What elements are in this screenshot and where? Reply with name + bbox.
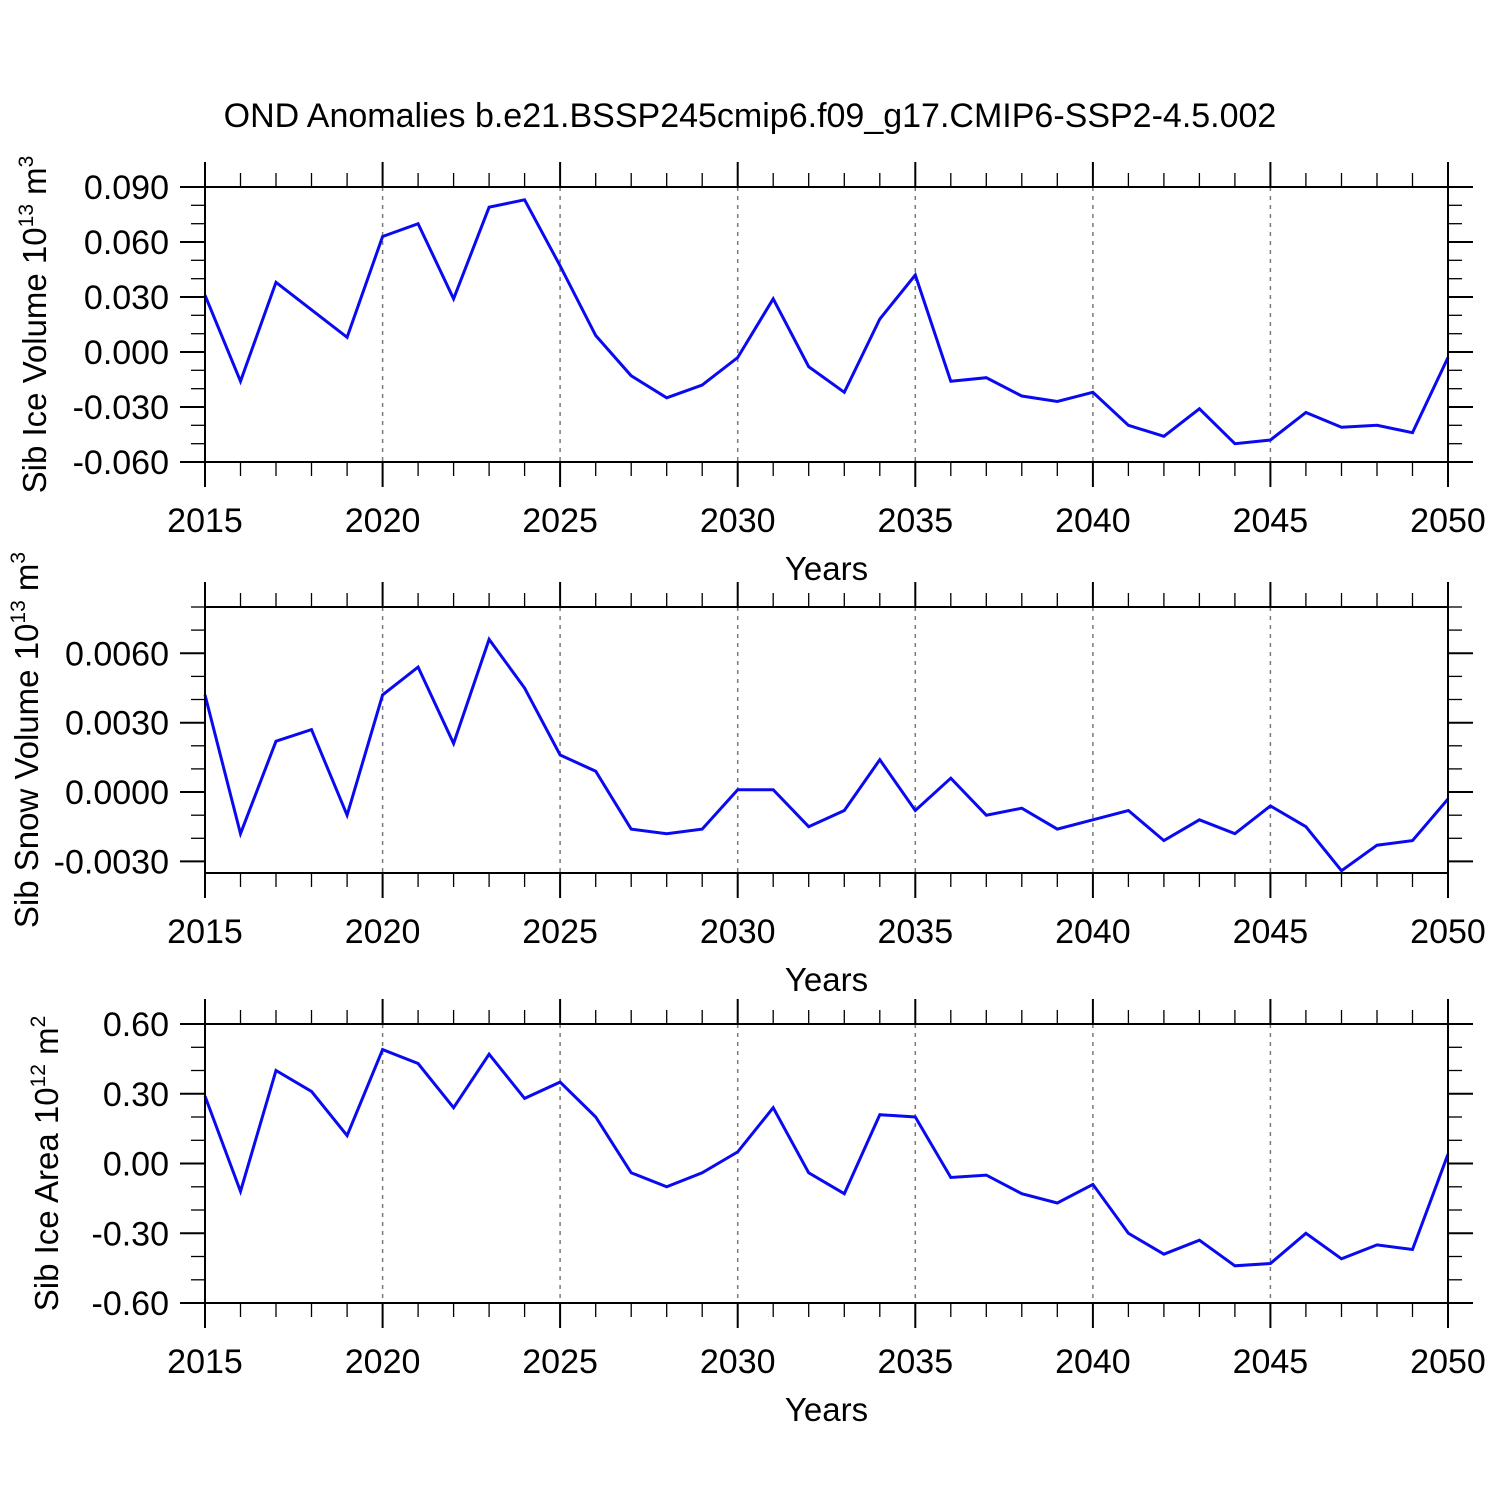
x-tick-label: 2015 bbox=[167, 502, 243, 540]
x-tick-label: 2040 bbox=[1055, 502, 1131, 540]
y-tick-label: -0.060 bbox=[73, 444, 169, 482]
x-tick-label: 2025 bbox=[522, 913, 598, 951]
x-tick-label: 2045 bbox=[1233, 1343, 1309, 1381]
x-axis-title: Years bbox=[785, 1391, 868, 1428]
panel-sib-ice-area: 0.60 0.30 0.00 -0.30 -0.60 2015 2020 2025 2030 20… bbox=[27, 999, 1486, 1428]
y-tick-label: 0.0030 bbox=[65, 705, 169, 743]
axis-labels: 0.090 0.060 0.030 0.000 -0.030 -0.060 2015 2020… bbox=[15, 156, 1486, 587]
tick-marks bbox=[180, 999, 1473, 1328]
plot-frame bbox=[204, 186, 1449, 463]
y-tick-label: 0.60 bbox=[103, 1006, 169, 1044]
x-tick-label: 2035 bbox=[877, 913, 953, 951]
data-line-sib-ice-volume bbox=[203, 198, 1450, 446]
x-tick-label: 2045 bbox=[1233, 502, 1309, 540]
x-tick-label: 2020 bbox=[345, 1343, 421, 1381]
tick-marks bbox=[180, 582, 1473, 898]
x-tick-label: 2015 bbox=[167, 1343, 243, 1381]
chart-title: OND Anomalies b.e21.BSSP245cmip6.f09_g17… bbox=[223, 97, 1277, 135]
x-tick-label: 2040 bbox=[1055, 913, 1131, 951]
y-tick-label: 0.00 bbox=[103, 1146, 169, 1184]
x-tick-label: 2015 bbox=[167, 913, 243, 951]
x-axis-title: Years bbox=[785, 961, 868, 998]
x-tick-label: 2040 bbox=[1055, 1343, 1131, 1381]
tick-marks bbox=[180, 162, 1473, 487]
y-tick-label: 0.030 bbox=[84, 279, 169, 317]
x-tick-label: 2020 bbox=[345, 913, 421, 951]
axis-labels: 0.0060 0.0030 0.0000 -0.0030 2015 2020 2025 203… bbox=[7, 552, 1486, 998]
y-axis-title: Sib Snow Volume 1013 m3 bbox=[7, 552, 45, 928]
x-tick-label: 2030 bbox=[700, 1343, 776, 1381]
data-line-sib-snow-volume bbox=[203, 636, 1450, 873]
y-tick-label: -0.030 bbox=[73, 389, 169, 427]
plot-frame bbox=[204, 1023, 1449, 1304]
x-tick-label: 2025 bbox=[522, 502, 598, 540]
x-tick-label: 2050 bbox=[1410, 913, 1486, 951]
x-tick-label: 2050 bbox=[1410, 502, 1486, 540]
x-tick-label: 2045 bbox=[1233, 913, 1309, 951]
x-tick-label: 2050 bbox=[1410, 1343, 1486, 1381]
y-axis-title: Sib Ice Volume 1013 m3 bbox=[15, 156, 53, 494]
x-tick-label: 2030 bbox=[700, 913, 776, 951]
y-tick-label: -0.60 bbox=[92, 1285, 170, 1323]
y-tick-label: 0.090 bbox=[84, 169, 169, 207]
y-axis-title: Sib Ice Area 1012 m2 bbox=[27, 1016, 65, 1312]
y-tick-label: -0.30 bbox=[92, 1215, 170, 1253]
panel-sib-snow-volume: 0.0060 0.0030 0.0000 -0.0030 2015 2020 2025 203… bbox=[7, 552, 1486, 998]
panel-sib-ice-volume: 0.090 0.060 0.030 0.000 -0.030 -0.060 2015 2020… bbox=[15, 156, 1486, 587]
x-tick-label: 2035 bbox=[877, 502, 953, 540]
y-tick-label: 0.060 bbox=[84, 224, 169, 262]
y-tick-label: 0.000 bbox=[84, 334, 169, 372]
y-tick-label: 0.30 bbox=[103, 1076, 169, 1114]
axis-labels: 0.60 0.30 0.00 -0.30 -0.60 2015 2020 2025 2030 20… bbox=[27, 1006, 1486, 1428]
y-tick-label: 0.0000 bbox=[65, 774, 169, 812]
x-tick-label: 2025 bbox=[522, 1343, 598, 1381]
y-tick-label: 0.0060 bbox=[65, 635, 169, 673]
x-tick-label: 2035 bbox=[877, 1343, 953, 1381]
y-tick-label: -0.0030 bbox=[54, 843, 169, 881]
x-tick-label: 2020 bbox=[345, 502, 421, 540]
data-line-sib-ice-area bbox=[203, 1047, 1450, 1268]
x-tick-label: 2030 bbox=[700, 502, 776, 540]
x-axis-title: Years bbox=[785, 550, 868, 587]
plot-frame bbox=[204, 606, 1449, 874]
